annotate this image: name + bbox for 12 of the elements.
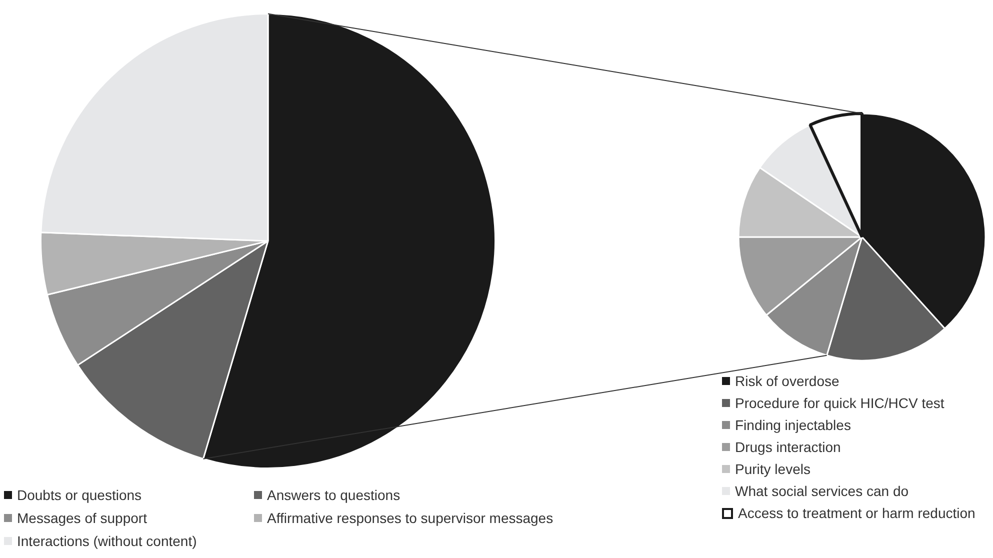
legend-label: Affirmative responses to supervisor messages [267, 510, 554, 526]
legend-label: Purity levels [735, 461, 810, 477]
legend-label: Doubts or questions [17, 487, 142, 503]
legend-label: Interactions (without content) [17, 533, 197, 549]
legend-label: Messages of support [17, 510, 147, 526]
legend-label: Finding injectables [735, 417, 851, 433]
legend-label: Risk of overdose [735, 373, 840, 389]
legend-label: Procedure for quick HIC/HCV test [735, 395, 944, 411]
legend-label: Answers to questions [267, 487, 400, 503]
legend-label: Access to treatment or harm reduction [738, 505, 976, 521]
legend-label: Drugs interaction [735, 439, 841, 455]
legend-label: What social services can do [735, 483, 909, 499]
